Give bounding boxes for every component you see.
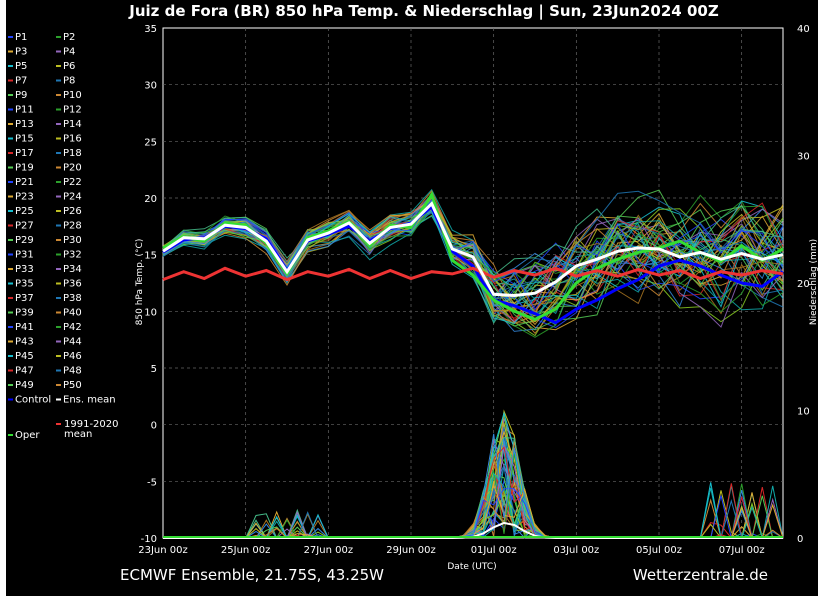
legend-label: P17 — [15, 148, 34, 159]
legend-label: P48 — [63, 366, 82, 377]
chart-frame: Juiz de Fora (BR) 850 hPa Temp. & Nieder… — [6, 0, 818, 596]
x-tick-labels: 23Jun 00z 25Jun 00z 27Jun 00z 29Jun 00z 01Ju… — [138, 545, 764, 556]
y-tick-label: 30 — [144, 81, 157, 92]
legend-label: P3 — [15, 47, 27, 58]
y-tick-labels: 35 30 25 20 15 10 5 0 -5 -10 — [141, 24, 157, 545]
legend-label: P19 — [15, 163, 34, 174]
legend-label: P50 — [63, 380, 82, 391]
series-line-control — [162, 204, 784, 325]
legend-label: P8 — [63, 76, 75, 87]
x-tick-label: 01Jul 00z — [471, 545, 517, 556]
legend-label: P37 — [15, 293, 34, 304]
y2-tick-label: 0 — [797, 534, 803, 545]
legend-label: P34 — [63, 264, 82, 275]
legend-label: P45 — [15, 351, 34, 362]
footer-model-location: ECMWF Ensemble, 21.75S, 43.25W — [120, 566, 384, 584]
y-tick-label: 15 — [144, 251, 157, 262]
legend-label: P10 — [63, 90, 82, 101]
y-axis-label: 850 hPa Temp. (°C) — [135, 239, 145, 326]
legend-label: P49 — [15, 380, 34, 391]
legend-label: P26 — [63, 206, 82, 217]
x-tick-label: 05Jul 00z — [636, 545, 682, 556]
y-tick-label: -5 — [147, 477, 157, 488]
legend-label: Oper — [15, 430, 40, 441]
legend-label: P30 — [63, 235, 82, 246]
legend-label: P36 — [63, 279, 82, 290]
legend-label: P5 — [15, 61, 27, 72]
legend-label: P43 — [15, 337, 34, 348]
y-tick-label: 25 — [144, 137, 157, 148]
y-tick-label: 5 — [151, 364, 157, 375]
legend-label: P16 — [63, 134, 82, 145]
chart-title: Juiz de Fora (BR) 850 hPa Temp. & Nieder… — [128, 2, 719, 21]
legend-label: P40 — [63, 308, 82, 319]
footer-source: Wetterzentrale.de — [633, 566, 768, 584]
legend-label: P15 — [15, 134, 34, 145]
plot-area — [162, 27, 784, 539]
legend-label: P9 — [15, 90, 27, 101]
y-tick-label: -10 — [141, 534, 157, 545]
x-tick-label: 07Jul 00z — [719, 545, 765, 556]
y2-tick-label: 30 — [797, 152, 810, 163]
legend-label: P21 — [15, 177, 34, 188]
legend-label: P20 — [63, 163, 82, 174]
x-tick-label: 03Jul 00z — [553, 545, 599, 556]
y2-tick-label: 40 — [797, 24, 810, 35]
y2-tick-label: 10 — [797, 407, 810, 418]
legend-label: 1991-2020 — [64, 419, 119, 430]
legend-label: P25 — [15, 206, 34, 217]
legend-label: P42 — [63, 322, 82, 333]
series-line-1991-2020-mean — [162, 266, 784, 282]
legend-label: P47 — [15, 366, 34, 377]
legend-label: P11 — [15, 105, 34, 116]
precipitation-series — [163, 409, 784, 540]
x-tick-label: 27Jun 00z — [304, 545, 354, 556]
legend-label: P35 — [15, 279, 34, 290]
legend-label: mean — [64, 429, 92, 440]
legend-label: Control — [15, 395, 51, 406]
y-tick-label: 20 — [144, 194, 157, 205]
legend-label: Ens. mean — [63, 395, 116, 406]
legend-label: P14 — [63, 119, 82, 130]
legend-label: P7 — [15, 76, 27, 87]
ensemble-chart: Juiz de Fora (BR) 850 hPa Temp. & Nieder… — [8, 2, 818, 584]
legend: P1 P2 P3 P4 P5 P6 P7 P8 P9 P10 P11 P12 P13 P14 P15 P16 P… — [8, 32, 119, 441]
legend-label: P24 — [63, 192, 82, 203]
legend-label: P39 — [15, 308, 34, 319]
legend-label: P41 — [15, 322, 34, 333]
legend-label: P6 — [63, 61, 75, 72]
y2-axis-label: Niederschlag (mm) — [809, 239, 818, 325]
legend-label: P46 — [63, 351, 82, 362]
x-tick-label: 23Jun 00z — [138, 545, 188, 556]
legend-label: P2 — [63, 32, 75, 43]
member-line-p46 — [162, 198, 784, 311]
legend-label: P44 — [63, 337, 82, 348]
legend-label: P32 — [63, 250, 82, 261]
legend-label: P31 — [15, 250, 34, 261]
legend-label: P27 — [15, 221, 34, 232]
member-line-p47 — [162, 190, 784, 295]
legend-label: P22 — [63, 177, 82, 188]
main-series — [162, 191, 784, 325]
legend-label: P33 — [15, 264, 34, 275]
legend-label: P23 — [15, 192, 34, 203]
x-tick-label: 29Jun 00z — [386, 545, 436, 556]
x-tick-label: 25Jun 00z — [221, 545, 271, 556]
legend-label: P12 — [63, 105, 82, 116]
legend-label: P18 — [63, 148, 82, 159]
legend-label: P13 — [15, 119, 34, 130]
y2-tick-label: 20 — [797, 279, 810, 290]
series-line-ens-mean — [162, 201, 784, 298]
legend-label: P1 — [15, 32, 27, 43]
x-axis-label: Date (UTC) — [447, 562, 496, 572]
y-tick-label: 0 — [151, 421, 157, 432]
legend-label: P4 — [63, 47, 75, 58]
legend-label: P38 — [63, 293, 82, 304]
y-tick-label: 35 — [144, 24, 157, 35]
legend-label: P29 — [15, 235, 34, 246]
y2-tick-labels: 40 30 20 10 0 — [797, 24, 810, 545]
legend-label: P28 — [63, 221, 82, 232]
y-tick-label: 10 — [144, 307, 157, 318]
